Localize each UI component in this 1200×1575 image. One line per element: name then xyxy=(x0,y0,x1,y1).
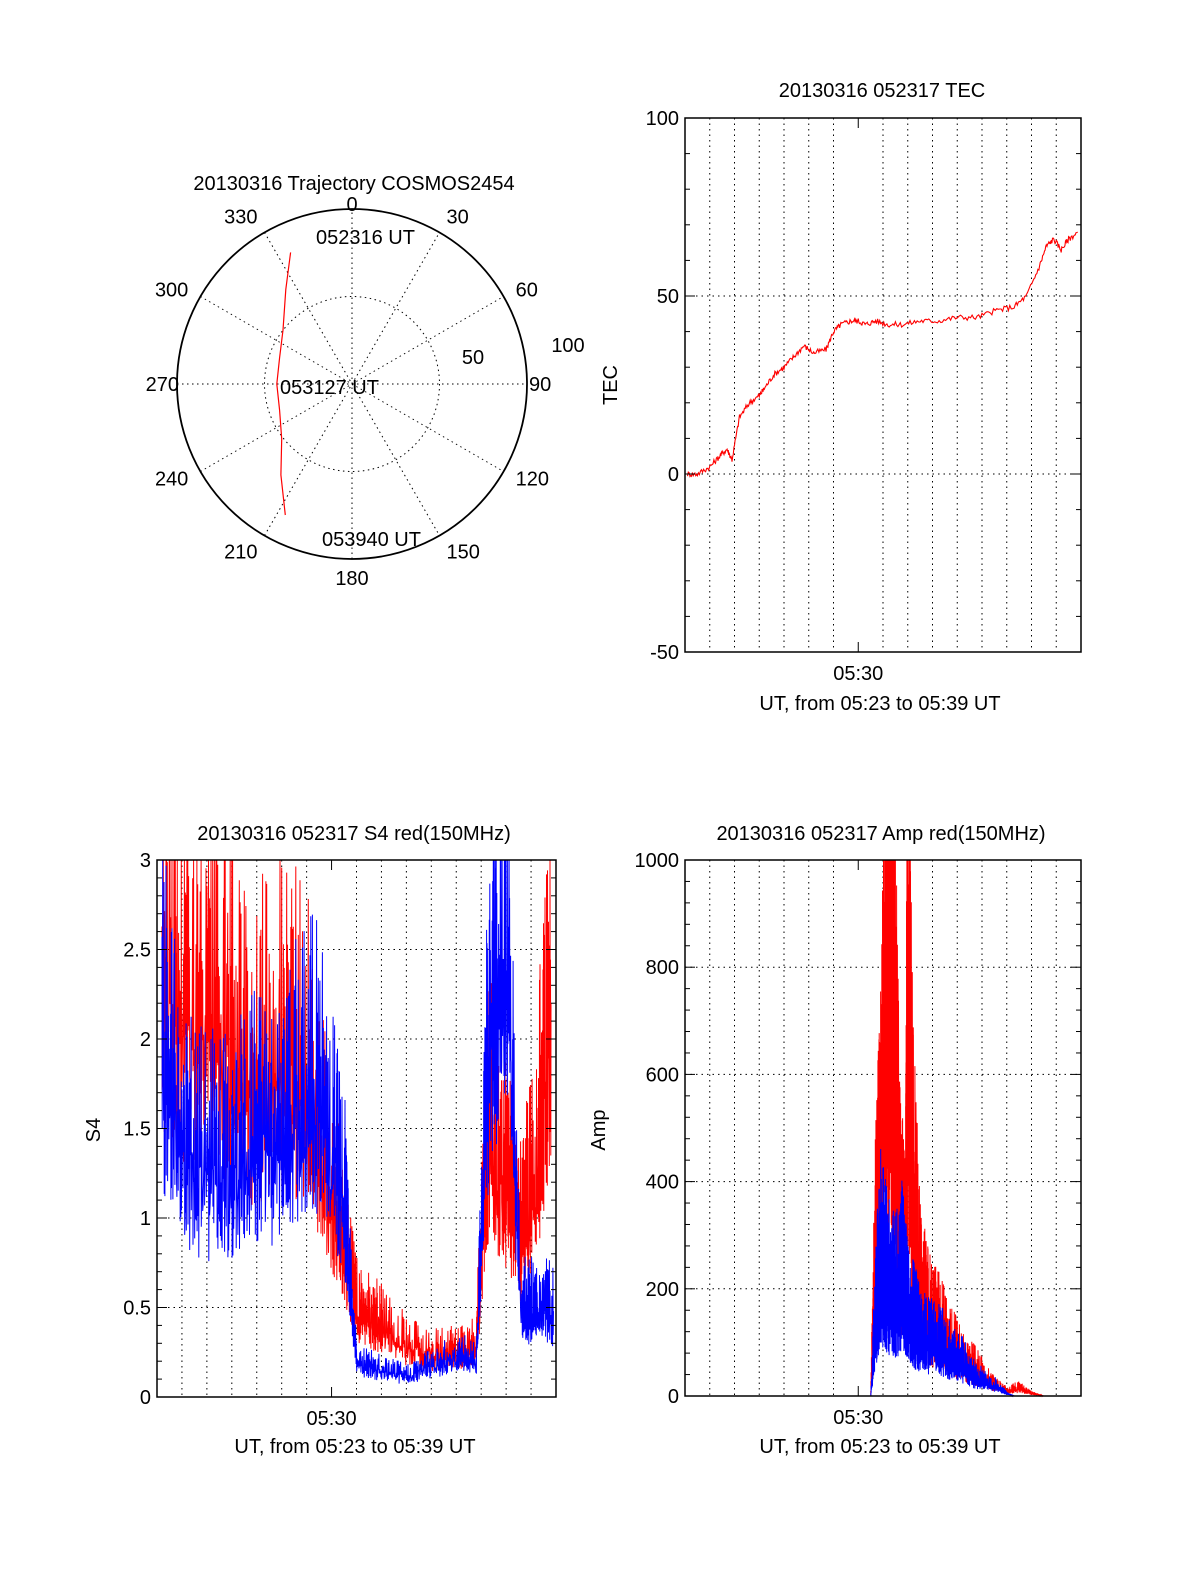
polar-angle-label: 60 xyxy=(516,280,538,302)
tec-line xyxy=(686,231,1078,478)
polar-angle-labels: 0 30 60 90 120 150 180 210 240 270 300 330 xyxy=(146,194,552,590)
amp-xtick-label: 05:30 xyxy=(833,1407,883,1429)
polar-angle-label: 210 xyxy=(224,542,257,564)
amp-xlabel: UT, from 05:23 to 05:39 UT xyxy=(759,1436,1000,1458)
polar-title: 20130316 Trajectory COSMOS2454 xyxy=(193,173,514,195)
polar-angle-label: 30 xyxy=(447,206,469,228)
ytick-label: 100 xyxy=(646,108,679,130)
ytick-label: 0 xyxy=(140,1387,151,1409)
ytick-label: 200 xyxy=(646,1279,679,1301)
tec-ytick-labels: -50 0 50 100 xyxy=(646,108,679,664)
ytick-label: 0 xyxy=(668,1386,679,1408)
tec-ylabel: TEC xyxy=(600,365,622,405)
ytick-label: 1.5 xyxy=(123,1119,151,1141)
plot-frame xyxy=(684,859,1082,1397)
amp-axes xyxy=(684,859,1082,1397)
polar-radial-label-100: 100 xyxy=(551,335,584,357)
ytick-label: 50 xyxy=(657,286,679,308)
polar-angle-label: 240 xyxy=(155,469,188,491)
ytick-label: 2.5 xyxy=(123,940,151,962)
ytick-label: 600 xyxy=(646,1064,679,1086)
ytick-label: 0.5 xyxy=(123,1298,151,1320)
s4-xtick-label: 05:30 xyxy=(307,1408,357,1430)
amp-chart: 20130316 052317 Amp red(150MHz) 0 200 400 6… xyxy=(588,823,1082,1458)
polar-angle-label: 120 xyxy=(516,469,549,491)
tec-grid xyxy=(685,118,1081,652)
ytick-label: 400 xyxy=(646,1172,679,1194)
polar-spoke xyxy=(264,232,440,536)
s4-line-red xyxy=(161,859,552,1372)
amp-ytick-labels: 0 200 400 600 800 1000 xyxy=(635,850,680,1408)
tec-xtick-label: 05:30 xyxy=(833,663,883,685)
ytick-label: 1000 xyxy=(635,850,680,872)
amp-series xyxy=(685,859,1081,1398)
ytick-label: 800 xyxy=(646,957,679,979)
s4-chart: 20130316 052317 S4 red(150MHz) 0 0.5 1 1.5 2… xyxy=(83,823,557,1458)
polar-angle-label: 90 xyxy=(529,374,551,396)
polar-radial-label-50: 50 xyxy=(462,347,484,369)
tec-chart: 20130316 052317 TEC -50 0 50 100 05:30 UT, … xyxy=(600,80,1082,715)
ytick-label: 3 xyxy=(140,850,151,872)
ytick-label: 0 xyxy=(668,464,679,486)
s4-ylabel: S4 xyxy=(83,1118,105,1142)
s4-xlabel: UT, from 05:23 to 05:39 UT xyxy=(234,1436,475,1458)
polar-grid xyxy=(176,208,528,560)
ytick-label: 1 xyxy=(140,1208,151,1230)
polar-inner-circle xyxy=(264,296,440,472)
tec-series xyxy=(686,231,1078,478)
polar-annotation-start: 052316 UT xyxy=(316,227,415,249)
polar-annotation-mid: 053127 UT xyxy=(280,377,379,399)
polar-trajectory-line xyxy=(276,252,292,516)
polar-angle-label: 270 xyxy=(146,374,179,396)
polar-angle-label: 150 xyxy=(447,542,480,564)
amp-line-blue xyxy=(685,1148,1081,1398)
polar-angle-label: 330 xyxy=(224,206,257,228)
plot-frame xyxy=(684,117,1082,653)
ytick-label: -50 xyxy=(650,642,679,664)
amp-ylabel: Amp xyxy=(588,1109,610,1150)
s4-title: 20130316 052317 S4 red(150MHz) xyxy=(197,823,511,845)
polar-angle-label: 300 xyxy=(155,280,188,302)
s4-axes xyxy=(156,859,557,1398)
tec-xlabel: UT, from 05:23 to 05:39 UT xyxy=(759,693,1000,715)
polar-angle-label: 180 xyxy=(335,568,368,590)
polar-trajectory-chart: 20130316 Trajectory COSMOS2454 0 30 60 90 12… xyxy=(146,173,585,590)
tec-title: 20130316 052317 TEC xyxy=(779,80,985,102)
s4-ytick-labels: 0 0.5 1 1.5 2 2.5 3 xyxy=(123,850,151,1409)
polar-angle-label: 0 xyxy=(346,194,357,216)
s4-series xyxy=(161,859,554,1384)
amp-title: 20130316 052317 Amp red(150MHz) xyxy=(716,823,1045,845)
tec-axes xyxy=(684,117,1082,653)
s4-line-blue xyxy=(161,859,554,1384)
ytick-label: 2 xyxy=(140,1029,151,1051)
polar-annotation-end: 053940 UT xyxy=(322,529,421,551)
